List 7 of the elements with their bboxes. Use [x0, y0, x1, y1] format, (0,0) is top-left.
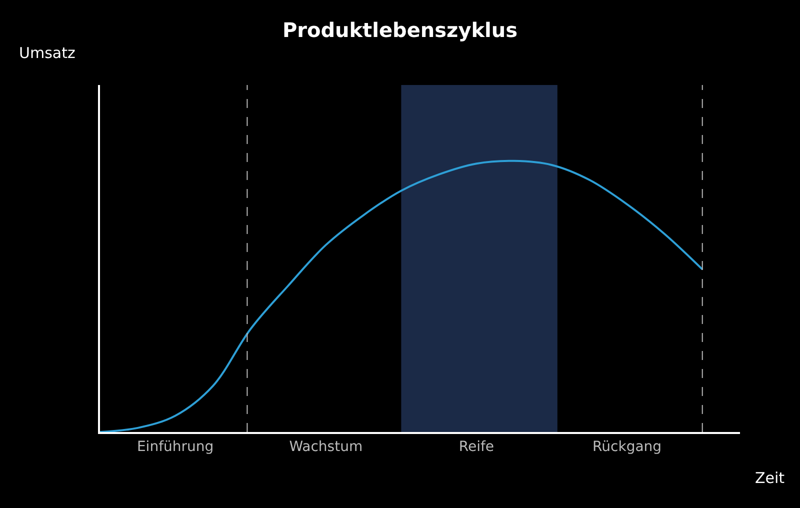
x-tick-label: Reife: [458, 438, 494, 455]
x-tick-label: Einführung: [136, 438, 214, 455]
x-tick-label: Wachstum: [289, 438, 363, 455]
x-tick-label: Rückgang: [592, 438, 662, 455]
x-axis-title: Zeit: [755, 469, 785, 487]
text: Umsatz: [19, 44, 76, 62]
chart-title: Produktlebenszyklus: [282, 18, 518, 42]
